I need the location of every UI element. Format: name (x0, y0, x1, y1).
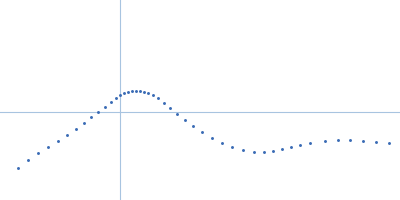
Point (182, 118, 188, 122)
Point (270, 149, 276, 153)
Point (161, 101, 167, 105)
Point (174, 112, 180, 116)
Point (129, 89, 135, 93)
Point (88, 115, 94, 119)
Point (102, 105, 108, 109)
Point (297, 143, 303, 147)
Point (108, 100, 114, 104)
Point (73, 127, 79, 131)
Point (229, 145, 235, 149)
Point (121, 91, 127, 95)
Point (279, 147, 285, 151)
Point (240, 148, 246, 152)
Point (15, 166, 21, 170)
Point (117, 93, 123, 97)
Point (55, 139, 61, 143)
Point (150, 93, 156, 97)
Point (45, 145, 51, 149)
Point (155, 96, 161, 100)
Point (251, 150, 257, 154)
Point (307, 141, 313, 145)
Point (141, 90, 147, 94)
Point (190, 124, 196, 128)
Point (347, 138, 353, 142)
Point (261, 150, 267, 154)
Point (137, 89, 143, 93)
Point (209, 136, 215, 140)
Point (386, 141, 392, 145)
Point (64, 133, 70, 137)
Point (199, 130, 205, 134)
Point (288, 145, 294, 149)
Point (35, 151, 41, 155)
Point (360, 139, 366, 143)
Point (125, 90, 131, 94)
Point (219, 141, 225, 145)
Point (145, 91, 151, 95)
Point (322, 139, 328, 143)
Point (133, 89, 139, 93)
Point (113, 96, 119, 100)
Point (95, 110, 101, 114)
Point (335, 138, 341, 142)
Point (373, 140, 379, 144)
Point (167, 106, 173, 110)
Point (81, 121, 87, 125)
Point (25, 158, 31, 162)
